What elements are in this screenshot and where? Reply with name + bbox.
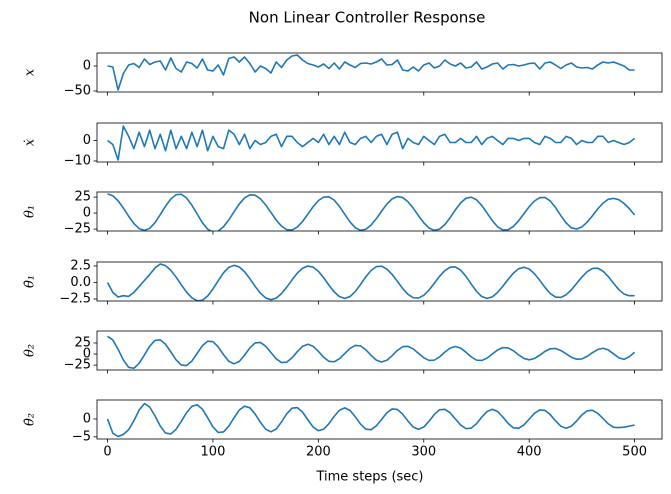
y-axis-label: θ̇₁ <box>23 275 38 288</box>
y-tick-label: 0 <box>83 133 91 148</box>
y-axis-label: θ₁ <box>23 205 38 218</box>
x-axis-label: Time steps (sec) <box>315 470 423 485</box>
axes-frame <box>96 330 663 371</box>
x-tick-label: 100 <box>201 445 226 460</box>
data-line <box>107 335 636 370</box>
chart-title: Non Linear Controller Response <box>249 9 486 27</box>
data-line <box>106 402 635 438</box>
data-line <box>106 263 635 301</box>
axes-frame <box>96 399 663 440</box>
axes-frame <box>96 261 663 302</box>
y-tick-label: 0 <box>83 347 91 362</box>
data-line <box>107 54 635 91</box>
y-tick-label: −5 <box>72 429 91 444</box>
y-tick-label: −25 <box>64 222 91 237</box>
x-tick-label: 200 <box>306 445 331 460</box>
y-tick-label: −50 <box>64 84 91 99</box>
axes-frame <box>96 122 663 163</box>
y-tick-label: 25 <box>74 190 91 205</box>
y-tick-label: 0.0 <box>70 275 91 290</box>
x-tick-label: 400 <box>517 445 542 460</box>
y-axis-label: ẋ <box>23 138 38 146</box>
y-tick-label: 2.5 <box>70 258 91 273</box>
y-tick-label: 0 <box>83 206 91 221</box>
y-tick-label: 0 <box>83 411 91 426</box>
x-tick-label: 0 <box>103 445 111 460</box>
y-tick-label: −10 <box>64 153 91 168</box>
data-line <box>107 125 636 161</box>
axes-frame <box>96 52 663 93</box>
y-axis-label: θ̇₂ <box>23 413 38 426</box>
y-tick-label: −25 <box>64 358 91 373</box>
axes-frame <box>96 191 663 232</box>
y-tick-label: 25 <box>74 335 91 350</box>
y-axis-label: θ₂ <box>23 344 38 357</box>
y-tick-label: 0 <box>83 59 91 74</box>
x-tick-label: 300 <box>411 445 436 460</box>
data-line <box>107 193 636 231</box>
y-tick-label: −2.5 <box>59 292 91 307</box>
y-axis-label: x <box>23 68 38 76</box>
x-tick-label: 500 <box>622 445 647 460</box>
